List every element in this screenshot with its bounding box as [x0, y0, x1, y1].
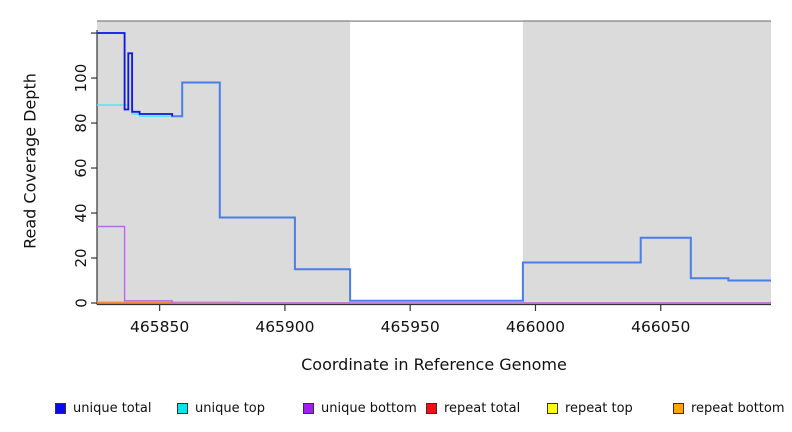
legend-label: unique total — [73, 400, 152, 416]
legend-label: unique top — [195, 400, 266, 416]
y-tick-label: 0 — [72, 298, 90, 308]
x-axis-title: Coordinate in Reference Genome — [301, 355, 567, 374]
y-tick-label: 20 — [72, 248, 90, 267]
y-tick-label: 80 — [72, 113, 90, 132]
legend-item-repeat-bottom: repeat bottom — [673, 400, 785, 416]
legend-item-unique-top: unique top — [177, 400, 265, 416]
legend-item-unique-total: unique total — [55, 400, 151, 416]
x-tick-label: 465950 — [381, 318, 440, 336]
x-tick-label: 465850 — [130, 318, 189, 336]
legend-swatch-unique-bottom — [303, 402, 314, 414]
legend-label: repeat top — [565, 400, 633, 416]
legend-swatch-repeat-top — [547, 402, 558, 414]
legend-item-repeat-total: repeat total — [426, 400, 520, 416]
y-tick-label: 40 — [72, 203, 90, 222]
x-tick-label: 465900 — [255, 318, 314, 336]
legend-label: repeat total — [444, 400, 521, 416]
legend-label: unique bottom — [321, 400, 417, 416]
shaded-region — [97, 20, 351, 304]
x-tick-label: 466050 — [631, 318, 690, 336]
legend-item-repeat-top: repeat top — [547, 400, 633, 416]
series-line-unique-bottom — [97, 225, 771, 304]
y-tick-label: 100 — [72, 64, 90, 93]
series-line-unique-total-solo — [97, 32, 173, 117]
legend-label: repeat bottom — [691, 400, 785, 416]
y-tick-label: 60 — [72, 158, 90, 177]
legend-swatch-unique-total — [55, 402, 66, 414]
shaded-region — [522, 20, 771, 304]
x-tick-label: 466000 — [506, 318, 565, 336]
legend-swatch-repeat-total — [426, 402, 437, 414]
legend-swatch-unique-top — [177, 402, 188, 414]
y-axis-title: Read Coverage Depth — [20, 73, 40, 249]
legend-item-unique-bottom: unique bottom — [303, 400, 417, 416]
legend-swatch-repeat-bottom — [673, 402, 684, 414]
